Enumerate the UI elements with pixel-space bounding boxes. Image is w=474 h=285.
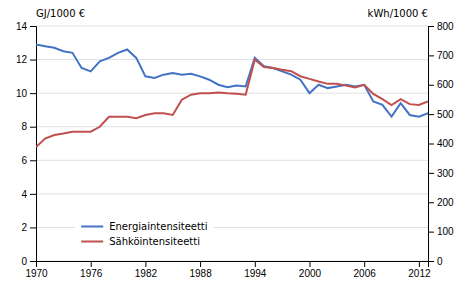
series-line <box>36 59 428 147</box>
tick-label: 700 <box>437 50 454 61</box>
axis-line <box>37 262 429 268</box>
tick-label: 100 <box>437 226 454 237</box>
tick: 0 <box>21 256 36 267</box>
tick: 2006 <box>354 261 377 279</box>
legend-label: Sähköintensiteetti <box>109 236 200 247</box>
tick: 700 <box>428 50 454 61</box>
tick-label: 600 <box>437 79 454 90</box>
tick-mark <box>255 261 256 267</box>
tick-label: 8 <box>21 121 27 132</box>
grid-line <box>36 193 428 194</box>
legend: Energiaintensiteetti Sähköintensiteetti <box>75 213 213 255</box>
plot-area <box>36 44 428 147</box>
tick-mark <box>200 261 201 267</box>
tick-mark <box>30 26 36 27</box>
tick: 500 <box>428 109 454 120</box>
tick-label: 2 <box>21 222 27 233</box>
tick: 300 <box>428 168 454 179</box>
tick: 800 <box>428 21 454 32</box>
tick: 1988 <box>189 261 212 279</box>
tick-mark <box>428 114 434 115</box>
grid-line <box>36 160 428 161</box>
tick-mark <box>30 261 36 262</box>
tick: 100 <box>428 226 454 237</box>
tick: 1970 <box>25 261 48 279</box>
tick-label: 2000 <box>299 268 322 279</box>
series-line <box>36 44 428 116</box>
tick: 200 <box>428 197 454 208</box>
tick-label: 10 <box>16 88 28 99</box>
tick: 600 <box>428 79 454 90</box>
tick-mark <box>364 261 365 267</box>
tick-label: 800 <box>437 21 454 32</box>
tick-label: 2006 <box>354 268 377 279</box>
tick: 2012 <box>408 261 431 279</box>
chart: 1970197619821988199420002006201202468101… <box>0 0 474 285</box>
axis-line <box>30 27 37 262</box>
y-axis-label: GJ/1000 € <box>36 8 85 19</box>
tick: 0 <box>428 256 443 267</box>
tick: 1982 <box>135 261 158 279</box>
tick-mark <box>30 194 36 195</box>
tick: 1994 <box>244 261 267 279</box>
grid-line <box>36 26 428 27</box>
legend-background <box>75 213 213 255</box>
tick-label: 200 <box>437 197 454 208</box>
tick-label: 500 <box>437 109 454 120</box>
tick: 1976 <box>80 261 103 279</box>
tick-mark <box>30 93 36 94</box>
tick-label: 1994 <box>244 268 267 279</box>
tick-label: 6 <box>21 155 27 166</box>
tick: 12 <box>16 54 36 65</box>
tick-mark <box>428 85 434 86</box>
legend-swatch <box>81 226 103 228</box>
y2-axis-label: kWh/1000 € <box>368 8 428 19</box>
tick-label: 1970 <box>25 268 48 279</box>
tick-label: 1982 <box>135 268 158 279</box>
grid <box>36 26 428 261</box>
tick-mark <box>145 261 146 267</box>
tick-label: 0 <box>437 256 443 267</box>
grid-line <box>36 126 428 127</box>
tick: 8 <box>21 121 36 132</box>
grid-line <box>36 59 428 60</box>
legend-swatch <box>81 241 103 243</box>
tick-mark <box>428 144 434 145</box>
tick: 4 <box>21 189 36 200</box>
tick-mark <box>428 173 434 174</box>
y-axis: 0 2 4 6 8 10 12 14 <box>16 21 37 267</box>
tick-mark <box>428 55 434 56</box>
tick-mark <box>428 232 434 233</box>
x-axis: 1970 1976 1982 1988 1994 2000 2006 2012 <box>25 261 431 279</box>
tick: 10 <box>16 88 36 99</box>
tick: 400 <box>428 138 454 149</box>
tick-label: 1988 <box>189 268 212 279</box>
tick-mark <box>30 227 36 228</box>
tick-label: 0 <box>21 256 27 267</box>
tick-mark <box>428 26 434 27</box>
tick-mark <box>309 261 310 267</box>
tick-mark <box>419 261 420 267</box>
tick-label: 2012 <box>408 268 431 279</box>
y2-axis: 0 100 200 300 400 500 600 700 800 <box>428 21 454 267</box>
tick-label: 4 <box>21 189 27 200</box>
tick-mark <box>30 127 36 128</box>
tick: 2 <box>21 222 36 233</box>
tick-mark <box>30 60 36 61</box>
tick-label: 14 <box>16 21 28 32</box>
tick: 2000 <box>299 261 322 279</box>
tick-label: 12 <box>16 54 28 65</box>
tick-label: 1976 <box>80 268 103 279</box>
axis-line <box>429 27 435 262</box>
tick-label: 300 <box>437 168 454 179</box>
tick-mark <box>428 202 434 203</box>
tick-label: 400 <box>437 138 454 149</box>
tick-mark <box>91 261 92 267</box>
tick: 6 <box>21 155 36 166</box>
tick-mark <box>428 261 434 262</box>
tick-mark <box>30 160 36 161</box>
tick: 14 <box>16 21 36 32</box>
legend-label: Energiaintensiteetti <box>109 221 207 232</box>
